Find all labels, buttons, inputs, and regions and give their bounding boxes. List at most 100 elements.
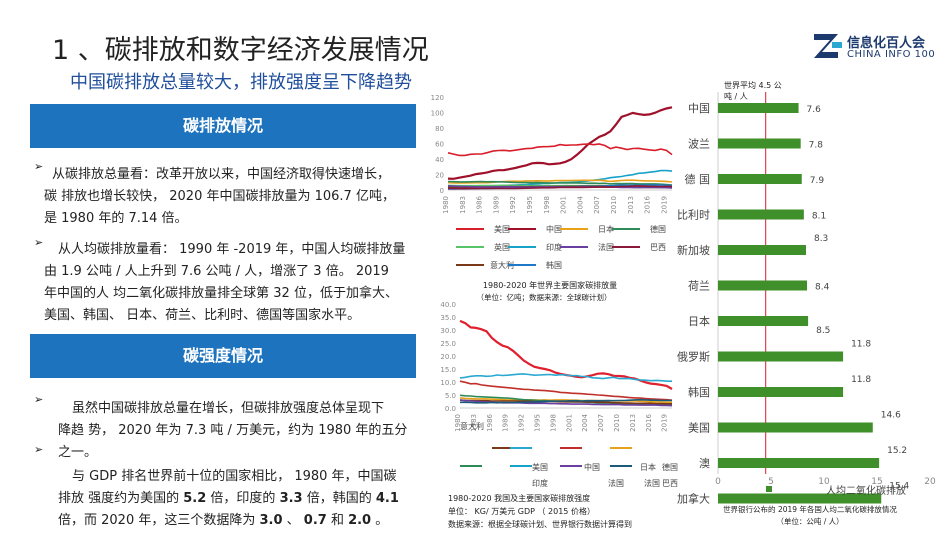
text-line: 从碳排放总量看：改革开放以来，中国经济取得快速增长，	[52, 167, 391, 182]
bar	[718, 316, 809, 326]
x-tick-label: 1980	[454, 414, 462, 432]
series-line-美国	[459, 380, 673, 401]
legend-label: 中国	[584, 462, 600, 472]
section-header-intensity: 碳强度情况	[30, 334, 416, 378]
y-tick-label: 100	[431, 110, 444, 118]
legend-label: 中国	[546, 224, 562, 234]
series-line-印度	[459, 373, 672, 382]
x-tick-label: 1986	[476, 195, 484, 213]
text-line: 排放 强度约为美国的 5.2 倍，印度的 3.3 倍，韩国的 4.1	[58, 488, 420, 510]
ratio-india-2020: 0.7	[303, 513, 327, 528]
data-label: 15.4	[889, 482, 909, 492]
legend-label: 美国	[494, 224, 510, 234]
legend-label: 美国	[532, 462, 548, 472]
data-label: 11.8	[851, 340, 871, 350]
y-tick-label: 20	[435, 172, 444, 180]
x-tick-label: 2007	[597, 414, 605, 432]
paragraph-total-emissions: 从碳排放总量看：改革开放以来，中国经济取得快速增长， 碳 排放也增长较快， 20…	[44, 164, 420, 230]
x-tick-label: 1992	[509, 196, 517, 214]
text-line: 从人均碳排放量看： 1990 年 -2019 年，中国人均碳排放量	[58, 242, 406, 257]
series-line-中国	[447, 106, 673, 180]
chart-caption: 数据来源：根据全球碳计划、世界银行数据计算得到	[448, 519, 632, 529]
x-tick-label: 2016	[644, 195, 652, 213]
category-label: 俄罗斯	[677, 351, 710, 364]
legend-label: 日本	[640, 462, 656, 472]
x-tick-label: 1980	[442, 196, 450, 214]
text-run: 和	[326, 513, 349, 528]
series-line-巴西	[460, 398, 672, 404]
text-line: 虽然中国碳排放总量在增长，但碳排放强度总体呈现下	[72, 401, 385, 416]
text-line: 倍，而 2020 年，这三个数据降为 3.0 、 0.7 和 2.0 。	[58, 510, 420, 532]
x-tick-label: 20	[924, 477, 936, 487]
chart-emissions-intensity: 0.0 5.0 10.0 15.0 20.0 25.0 30.0 35.0 40.0 1980 19…	[440, 301, 678, 529]
data-label: 8.4	[815, 283, 830, 293]
legend-label: 印度	[532, 478, 548, 488]
category-label: 波兰	[688, 138, 710, 151]
x-tick-label: 2016	[645, 413, 653, 431]
ratio-korea-2020: 2.0	[348, 513, 372, 528]
data-label: 15.2	[887, 446, 907, 456]
series-line-中国	[459, 319, 673, 390]
legend-label: 英国	[494, 242, 510, 252]
text-line: 碳 排放也增长较快， 2020 年中国碳排放量为 106.7 亿吨，	[44, 189, 395, 204]
y-tick-label: 10.0	[440, 379, 456, 387]
y-tick-label: 20.0	[440, 353, 456, 361]
ratio-korea-1980: 4.1	[375, 491, 399, 506]
x-tick-label: 1998	[543, 196, 551, 214]
x-tick-label: 1995	[534, 414, 542, 432]
bar	[718, 458, 880, 468]
bar	[718, 422, 873, 433]
x-tick-label: 2001	[560, 196, 568, 214]
ratio-us-2020: 3.0	[259, 513, 283, 528]
x-tick-label: 2019	[661, 414, 669, 432]
text-run: 排放 强度约为美国的	[58, 491, 184, 506]
text-line: 年中国的人 均二氧化碳排放量排全球第 32 位，低于加拿大、	[44, 286, 398, 301]
ratio-india-1980: 3.3	[279, 491, 303, 506]
chart-per-capita: 0 5 10 15 20 世界平均 4.5 公吨 / 人中国 7.6 波兰 7.8 德 国 7.9 比…	[677, 80, 936, 526]
bullet-icon: ➢	[34, 236, 44, 249]
chart-caption: 世界银行公布的 2019 年各国人均二氧化碳排放情况	[723, 504, 897, 514]
text-run: 倍，韩国的	[302, 491, 376, 506]
y-tick-label: 30.0	[440, 327, 456, 335]
bar	[718, 493, 882, 504]
text-line: 美国、韩国、 日本、荷兰、比利时、德国等国家水平。	[44, 308, 361, 323]
series-line-日本	[447, 179, 673, 184]
chart-caption: （单位：公吨 / 人）	[776, 516, 843, 526]
text-run: 倍，而 2020 年，这三个数据降为	[58, 513, 260, 528]
text-line: 之一。	[58, 445, 98, 460]
chart-caption: 单位： KG/ 万美元 GDP （ 2015 价格）	[448, 506, 595, 516]
category-label: 德 国	[685, 172, 711, 186]
category-label: 荷兰	[688, 280, 710, 293]
bar	[718, 174, 802, 184]
x-tick-label: 1998	[549, 414, 557, 432]
y-tick-label: 60	[435, 141, 444, 149]
x-tick-label: 0	[715, 477, 721, 487]
legend-label: 巴西	[662, 479, 678, 488]
x-tick-label: 2001	[565, 414, 573, 432]
x-tick-label: 2013	[629, 414, 637, 432]
chart-caption: 1980-2020 年世界主要国家碳排放量	[483, 280, 617, 290]
logo-text-en: CHINA INFO 100	[847, 49, 936, 60]
text-line: 是 1980 年的 7.14 倍。	[44, 211, 188, 226]
x-tick-label: 1983	[470, 414, 478, 432]
series-line-日本	[459, 397, 672, 404]
data-label: 7.8	[809, 141, 824, 151]
legend-label: 德国	[650, 224, 666, 234]
category-label: 加拿大	[677, 492, 710, 506]
x-tick-label: 1989	[492, 196, 500, 214]
category-label: 新加坡	[677, 243, 710, 257]
logo-mark-icon	[814, 34, 842, 58]
text-run: 倍，印度的	[206, 491, 280, 506]
y-tick-label: 0	[440, 187, 444, 195]
page-subtitle: 中国碳排放总量较大，排放强度呈下降趋势	[70, 72, 412, 93]
x-tick-label: 2013	[627, 196, 635, 214]
series-line-德国	[447, 180, 673, 186]
bar	[718, 138, 801, 149]
y-tick-label: 40.0	[440, 301, 456, 309]
paragraph-per-capita: 从人均碳排放量看： 1990 年 -2019 年，中国人均碳排放量 由 1.9 …	[44, 239, 420, 327]
legend-label: 法国	[598, 242, 614, 252]
x-tick-label: 1983	[459, 196, 467, 214]
x-tick-label: 2019	[660, 196, 668, 214]
y-tick-label: 40	[435, 156, 444, 164]
y-tick-label: 25.0	[440, 340, 456, 348]
